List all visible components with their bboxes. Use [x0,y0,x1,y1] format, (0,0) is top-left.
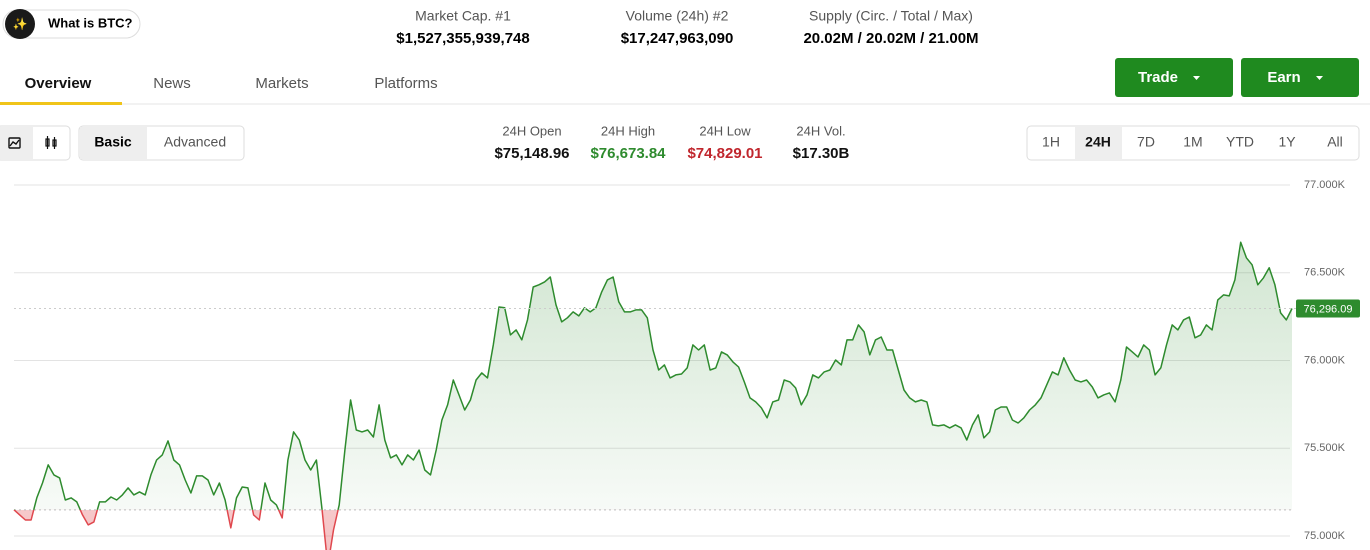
day-stat-value: $74,829.01 [687,145,762,162]
tab[interactable]: News [153,75,191,92]
day-stat-value: $17.30B [793,145,850,162]
trade-button[interactable]: Trade [1115,58,1233,97]
range-option[interactable]: 1Y [1278,134,1296,150]
stat-label: Volume (24h) #2 [626,8,729,24]
tab[interactable]: Markets [255,75,308,92]
day-stat-value: $76,673.84 [590,145,666,162]
range-option[interactable]: All [1327,134,1343,150]
stat-value: $17,247,963,090 [621,30,734,47]
active-tab-underline [0,102,122,105]
last-price-tag [1296,299,1360,318]
ask-text: What is BTC? [48,15,133,30]
mode-basic[interactable]: Basic [94,134,132,150]
range-option[interactable]: YTD [1226,134,1254,150]
day-stat-label: 24H Low [699,123,751,138]
y-tick-label: 75.500K [1304,442,1346,454]
y-tick-label: 76.000K [1304,354,1346,366]
area-above-open [14,242,1292,510]
day-stat-label: 24H Open [502,123,561,138]
day-stat-label: 24H High [601,123,655,138]
tab[interactable]: Platforms [374,75,437,92]
range-option[interactable]: 24H [1085,134,1111,150]
mode-selected [80,127,147,159]
area-below-open [14,509,1292,550]
svg-text:✨: ✨ [13,17,28,31]
mode-advanced[interactable]: Advanced [164,134,226,150]
ask-button[interactable]: ✨ What is BTC? [2,9,141,39]
button-label: Trade [1138,69,1178,86]
chart-type-toggle [0,125,71,161]
y-tick-label: 76.500K [1304,267,1346,279]
stat-label: Market Cap. #1 [415,8,511,24]
y-tick-label: 75.000K [1304,530,1346,542]
stat-value: 20.02M / 20.02M / 21.00M [803,30,978,47]
range-option[interactable]: 1M [1183,134,1202,150]
y-tick-label: 77.000K [1304,179,1346,191]
day-stat-label: 24H Vol. [796,123,845,138]
tab[interactable]: Overview [25,75,92,92]
last-price-label: 76,296.09 [1304,303,1353,315]
line-chart-toggle[interactable] [8,137,21,149]
button-label: Earn [1267,69,1300,86]
plot [13,241,1293,550]
candle-chart-toggle[interactable] [45,136,57,149]
price-line [13,241,1293,510]
range-selected [1075,127,1122,159]
day-stat-value: $75,148.96 [494,145,569,162]
stat-label: Supply (Circ. / Total / Max) [809,8,973,24]
range-option[interactable]: 1H [1042,134,1060,150]
stat-value: $1,527,355,939,748 [396,30,529,47]
earn-button[interactable]: Earn [1241,58,1359,97]
range-option[interactable]: 7D [1137,134,1155,150]
